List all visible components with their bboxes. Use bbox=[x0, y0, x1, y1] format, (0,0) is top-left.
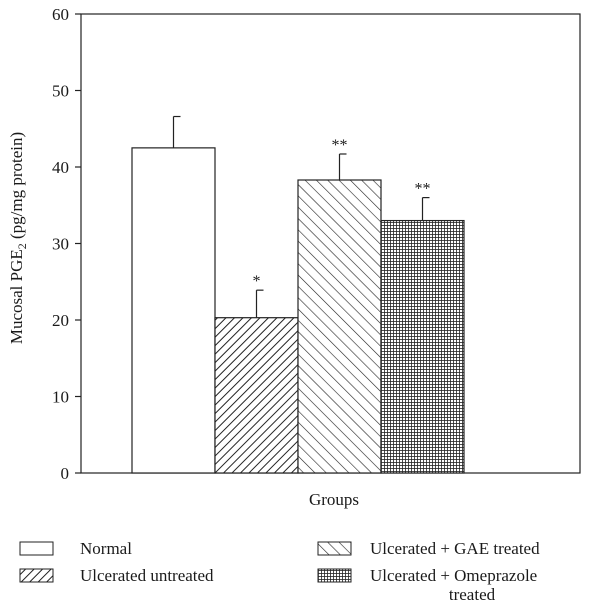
y-axis-title-main: Mucosal PGE bbox=[7, 249, 26, 344]
legend: Normal Ulcerated untreated Ulcerated + G… bbox=[19, 539, 540, 604]
bar-ulcerated-omeprazole-treated bbox=[380, 219, 465, 474]
legend-label-normal: Normal bbox=[80, 539, 132, 558]
significance-ulcerated-omeprazole-treated: ** bbox=[415, 181, 431, 198]
legend-swatch-gae-treated bbox=[317, 541, 352, 556]
legend-label-omeprazole-treated-line1: Ulcerated + Omeprazole bbox=[370, 566, 537, 585]
y-axis-title: Mucosal PGE2 (pg/mg protein) bbox=[7, 132, 29, 344]
legend-label-omeprazole-treated-line2: treated bbox=[449, 585, 496, 604]
y-tick-label-40: 40 bbox=[52, 158, 69, 177]
y-tick-label-20: 20 bbox=[52, 311, 69, 330]
bar-normal bbox=[131, 147, 216, 474]
significance-ulcerated-gae-treated: ** bbox=[332, 137, 348, 154]
y-tick-label-10: 10 bbox=[52, 388, 69, 407]
significance-ulcerated-untreated: * bbox=[253, 273, 261, 290]
legend-label-ulcerated-untreated: Ulcerated untreated bbox=[80, 566, 214, 585]
legend-item-gae-treated: Ulcerated + GAE treated bbox=[317, 539, 540, 558]
legend-swatch-omeprazole-treated bbox=[317, 568, 352, 583]
legend-swatch-ulcerated-untreated bbox=[19, 568, 54, 583]
legend-label-gae-treated: Ulcerated + GAE treated bbox=[370, 539, 540, 558]
bar-ulcerated-gae-treated bbox=[297, 179, 382, 474]
legend-item-omeprazole-treated: Ulcerated + Omeprazole treated bbox=[317, 566, 537, 604]
y-tick-label-50: 50 bbox=[52, 82, 69, 101]
legend-item-ulcerated-untreated: Ulcerated untreated bbox=[19, 566, 214, 585]
y-tick-label-60: 60 bbox=[52, 5, 69, 24]
y-tick-label-30: 30 bbox=[52, 235, 69, 254]
y-tick-label-0: 0 bbox=[61, 464, 70, 483]
y-axis-title-unit: (pg/mg protein) bbox=[7, 132, 26, 243]
bar-ulcerated-untreated bbox=[214, 317, 299, 474]
x-axis-title: Groups bbox=[309, 490, 359, 509]
y-axis-title-subscript: 2 bbox=[15, 243, 29, 249]
legend-item-normal: Normal bbox=[19, 539, 132, 558]
legend-swatch-normal bbox=[19, 541, 54, 556]
svg-text:Mucosal PGE2 (pg/mg protein): Mucosal PGE2 (pg/mg protein) bbox=[7, 132, 29, 344]
